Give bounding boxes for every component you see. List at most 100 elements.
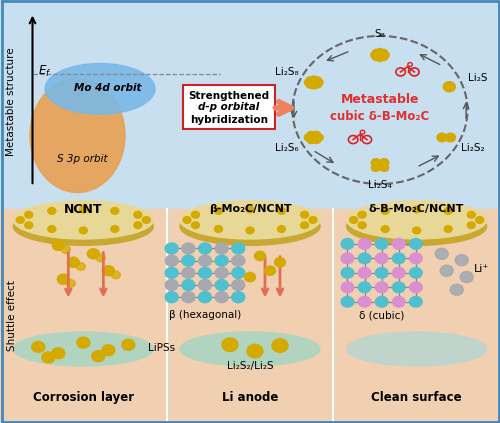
Text: Li₂S: Li₂S	[468, 73, 487, 83]
Text: Shuttle effect: Shuttle effect	[8, 280, 18, 351]
Circle shape	[372, 49, 380, 56]
Ellipse shape	[14, 207, 153, 245]
Circle shape	[358, 282, 371, 293]
Text: Li₂S₂/Li₂S: Li₂S₂/Li₂S	[226, 361, 274, 371]
Circle shape	[372, 164, 380, 171]
Circle shape	[306, 82, 314, 88]
Circle shape	[410, 253, 422, 264]
Circle shape	[165, 255, 178, 266]
Circle shape	[25, 212, 33, 218]
Circle shape	[215, 243, 228, 254]
Circle shape	[232, 292, 245, 303]
Circle shape	[437, 133, 447, 142]
Circle shape	[412, 227, 420, 234]
Circle shape	[410, 267, 422, 278]
Text: S 3p orbit: S 3p orbit	[57, 154, 108, 164]
Circle shape	[278, 225, 285, 232]
Ellipse shape	[346, 201, 486, 239]
Circle shape	[306, 77, 314, 83]
Circle shape	[372, 54, 380, 60]
Circle shape	[376, 239, 388, 249]
Text: Li⁺: Li⁺	[474, 264, 490, 274]
Circle shape	[310, 82, 318, 89]
Circle shape	[300, 222, 308, 228]
Circle shape	[112, 271, 120, 279]
Circle shape	[198, 280, 211, 291]
Circle shape	[134, 222, 142, 228]
Circle shape	[96, 254, 106, 262]
Circle shape	[341, 239, 354, 249]
Ellipse shape	[14, 332, 153, 366]
Circle shape	[444, 208, 452, 214]
Text: hybridization: hybridization	[190, 115, 268, 125]
Circle shape	[88, 249, 100, 259]
Circle shape	[341, 297, 354, 307]
Circle shape	[392, 239, 405, 249]
Circle shape	[198, 255, 211, 266]
Circle shape	[42, 352, 55, 363]
Text: LiPSs: LiPSs	[148, 343, 176, 353]
Circle shape	[310, 76, 318, 82]
Ellipse shape	[346, 207, 486, 245]
Circle shape	[58, 274, 70, 284]
Text: Strengthened: Strengthened	[188, 91, 270, 101]
Circle shape	[376, 49, 384, 55]
Circle shape	[244, 272, 256, 282]
Circle shape	[102, 266, 115, 276]
Circle shape	[111, 225, 119, 232]
Circle shape	[410, 239, 422, 249]
Circle shape	[232, 267, 245, 278]
Circle shape	[358, 253, 371, 264]
Text: δ-B-Mo₂C/NCNT: δ-B-Mo₂C/NCNT	[369, 204, 464, 214]
Ellipse shape	[180, 201, 320, 239]
Circle shape	[198, 292, 211, 303]
Circle shape	[300, 212, 308, 218]
Circle shape	[48, 208, 56, 214]
Circle shape	[246, 206, 254, 213]
Circle shape	[376, 297, 388, 307]
Circle shape	[247, 344, 263, 358]
Circle shape	[392, 253, 405, 264]
Circle shape	[165, 243, 178, 254]
Circle shape	[380, 159, 388, 166]
Circle shape	[309, 217, 317, 223]
Circle shape	[274, 258, 285, 267]
Text: d-p orbital: d-p orbital	[198, 102, 260, 112]
Text: $E_f$: $E_f$	[38, 63, 52, 79]
Circle shape	[358, 267, 371, 278]
Circle shape	[80, 227, 88, 234]
Circle shape	[122, 339, 135, 350]
Text: Li₂S₄: Li₂S₄	[368, 181, 392, 190]
Circle shape	[358, 297, 371, 307]
Circle shape	[444, 225, 452, 232]
Circle shape	[412, 206, 420, 213]
Circle shape	[222, 338, 238, 352]
Circle shape	[314, 82, 322, 88]
Circle shape	[76, 263, 86, 270]
Circle shape	[264, 266, 276, 275]
Circle shape	[165, 267, 178, 278]
Circle shape	[376, 55, 384, 61]
Circle shape	[182, 255, 195, 266]
Circle shape	[278, 208, 285, 214]
Circle shape	[52, 348, 65, 359]
Circle shape	[272, 339, 288, 352]
Circle shape	[460, 272, 473, 283]
Text: Metastable structure: Metastable structure	[6, 47, 16, 156]
Circle shape	[142, 217, 150, 223]
Circle shape	[341, 282, 354, 293]
Circle shape	[467, 212, 475, 218]
Ellipse shape	[45, 63, 155, 114]
Text: Mo 4d orbit: Mo 4d orbit	[74, 82, 142, 93]
Circle shape	[314, 77, 322, 83]
Circle shape	[66, 280, 76, 287]
Circle shape	[307, 132, 316, 139]
Circle shape	[307, 136, 316, 143]
Circle shape	[381, 225, 389, 232]
Circle shape	[435, 248, 448, 259]
Circle shape	[380, 54, 388, 60]
Ellipse shape	[180, 332, 320, 366]
Circle shape	[304, 134, 313, 141]
Circle shape	[215, 255, 228, 266]
Circle shape	[62, 246, 70, 253]
